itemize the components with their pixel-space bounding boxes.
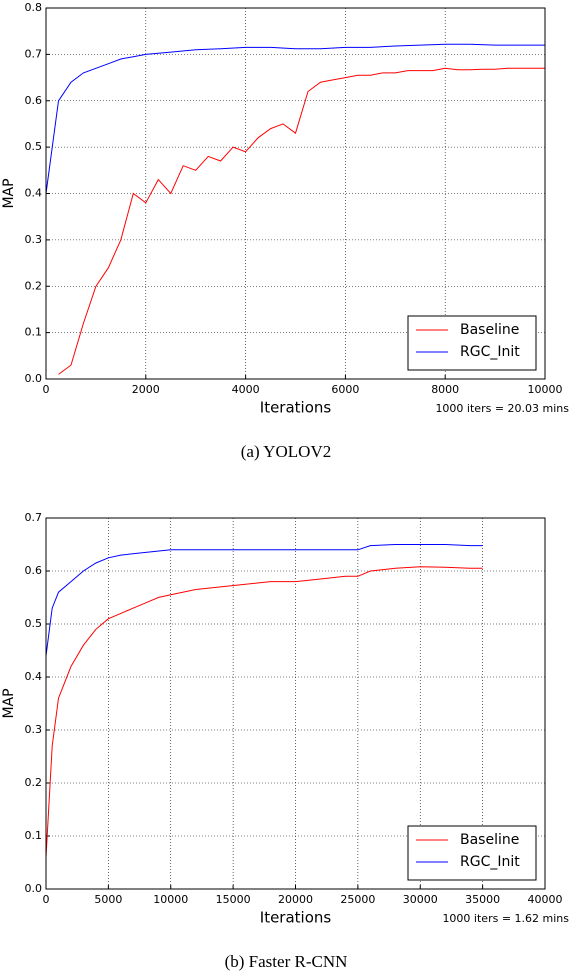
y-tick-label: 0.1 bbox=[25, 829, 43, 842]
legend-label: RGC_Init bbox=[460, 854, 520, 870]
x-tick-label: 6000 bbox=[331, 383, 359, 396]
x-tick-label: 20000 bbox=[278, 893, 313, 906]
caption: (b) Faster R-CNN bbox=[225, 952, 348, 971]
x-tick-label: 8000 bbox=[431, 383, 459, 396]
legend-box bbox=[407, 825, 537, 881]
y-axis-label: MAP bbox=[1, 688, 17, 718]
plot-frame bbox=[45, 517, 546, 890]
x-axis-label: Iterations bbox=[260, 399, 332, 417]
y-tick-label: 0.4 bbox=[25, 187, 43, 200]
y-tick-label: 0.0 bbox=[25, 372, 43, 385]
y-tick-label: 0.3 bbox=[25, 723, 43, 736]
y-tick-label: 0.2 bbox=[25, 279, 43, 292]
y-tick-label: 0.8 bbox=[25, 1, 43, 14]
plot-frame bbox=[45, 7, 546, 380]
x-tick-label: 30000 bbox=[403, 893, 438, 906]
x-tick-label: 35000 bbox=[465, 893, 500, 906]
y-tick-label: 0.4 bbox=[25, 670, 43, 683]
y-tick-label: 0.1 bbox=[25, 326, 43, 339]
data-line bbox=[45, 544, 483, 656]
y-tick-label: 0.6 bbox=[25, 564, 43, 577]
y-tick-label: 0.5 bbox=[25, 617, 43, 630]
legend-label: Baseline bbox=[460, 832, 519, 848]
legend-box bbox=[407, 315, 537, 371]
y-axis-label: MAP bbox=[1, 178, 17, 208]
data-line bbox=[45, 566, 483, 858]
x-tick-label: 2000 bbox=[132, 383, 160, 396]
x-tick-label: 40000 bbox=[528, 893, 563, 906]
y-tick-label: 0.7 bbox=[25, 47, 43, 60]
x-tick-label: 10000 bbox=[153, 893, 188, 906]
annotation: 1000 iters = 20.03 mins bbox=[435, 402, 569, 415]
y-tick-label: 0.0 bbox=[25, 882, 43, 895]
y-tick-label: 0.3 bbox=[25, 233, 43, 246]
y-tick-label: 0.7 bbox=[25, 511, 43, 524]
y-tick-label: 0.5 bbox=[25, 140, 43, 153]
x-tick-label: 5000 bbox=[94, 893, 122, 906]
x-axis-label: Iterations bbox=[260, 909, 332, 927]
data-line bbox=[58, 67, 545, 375]
x-tick-label: 10000 bbox=[528, 383, 563, 396]
legend-label: RGC_Init bbox=[460, 344, 520, 360]
x-tick-label: 0 bbox=[43, 893, 50, 906]
x-tick-label: 15000 bbox=[216, 893, 251, 906]
caption: (a) YOLOV2 bbox=[241, 442, 331, 461]
legend-label: Baseline bbox=[460, 322, 519, 338]
x-tick-label: 0 bbox=[43, 383, 50, 396]
data-line bbox=[45, 43, 545, 194]
x-tick-label: 4000 bbox=[232, 383, 260, 396]
annotation: 1000 iters = 1.62 mins bbox=[442, 912, 569, 925]
x-tick-label: 25000 bbox=[340, 893, 375, 906]
y-tick-label: 0.6 bbox=[25, 94, 43, 107]
y-tick-label: 0.2 bbox=[25, 776, 43, 789]
